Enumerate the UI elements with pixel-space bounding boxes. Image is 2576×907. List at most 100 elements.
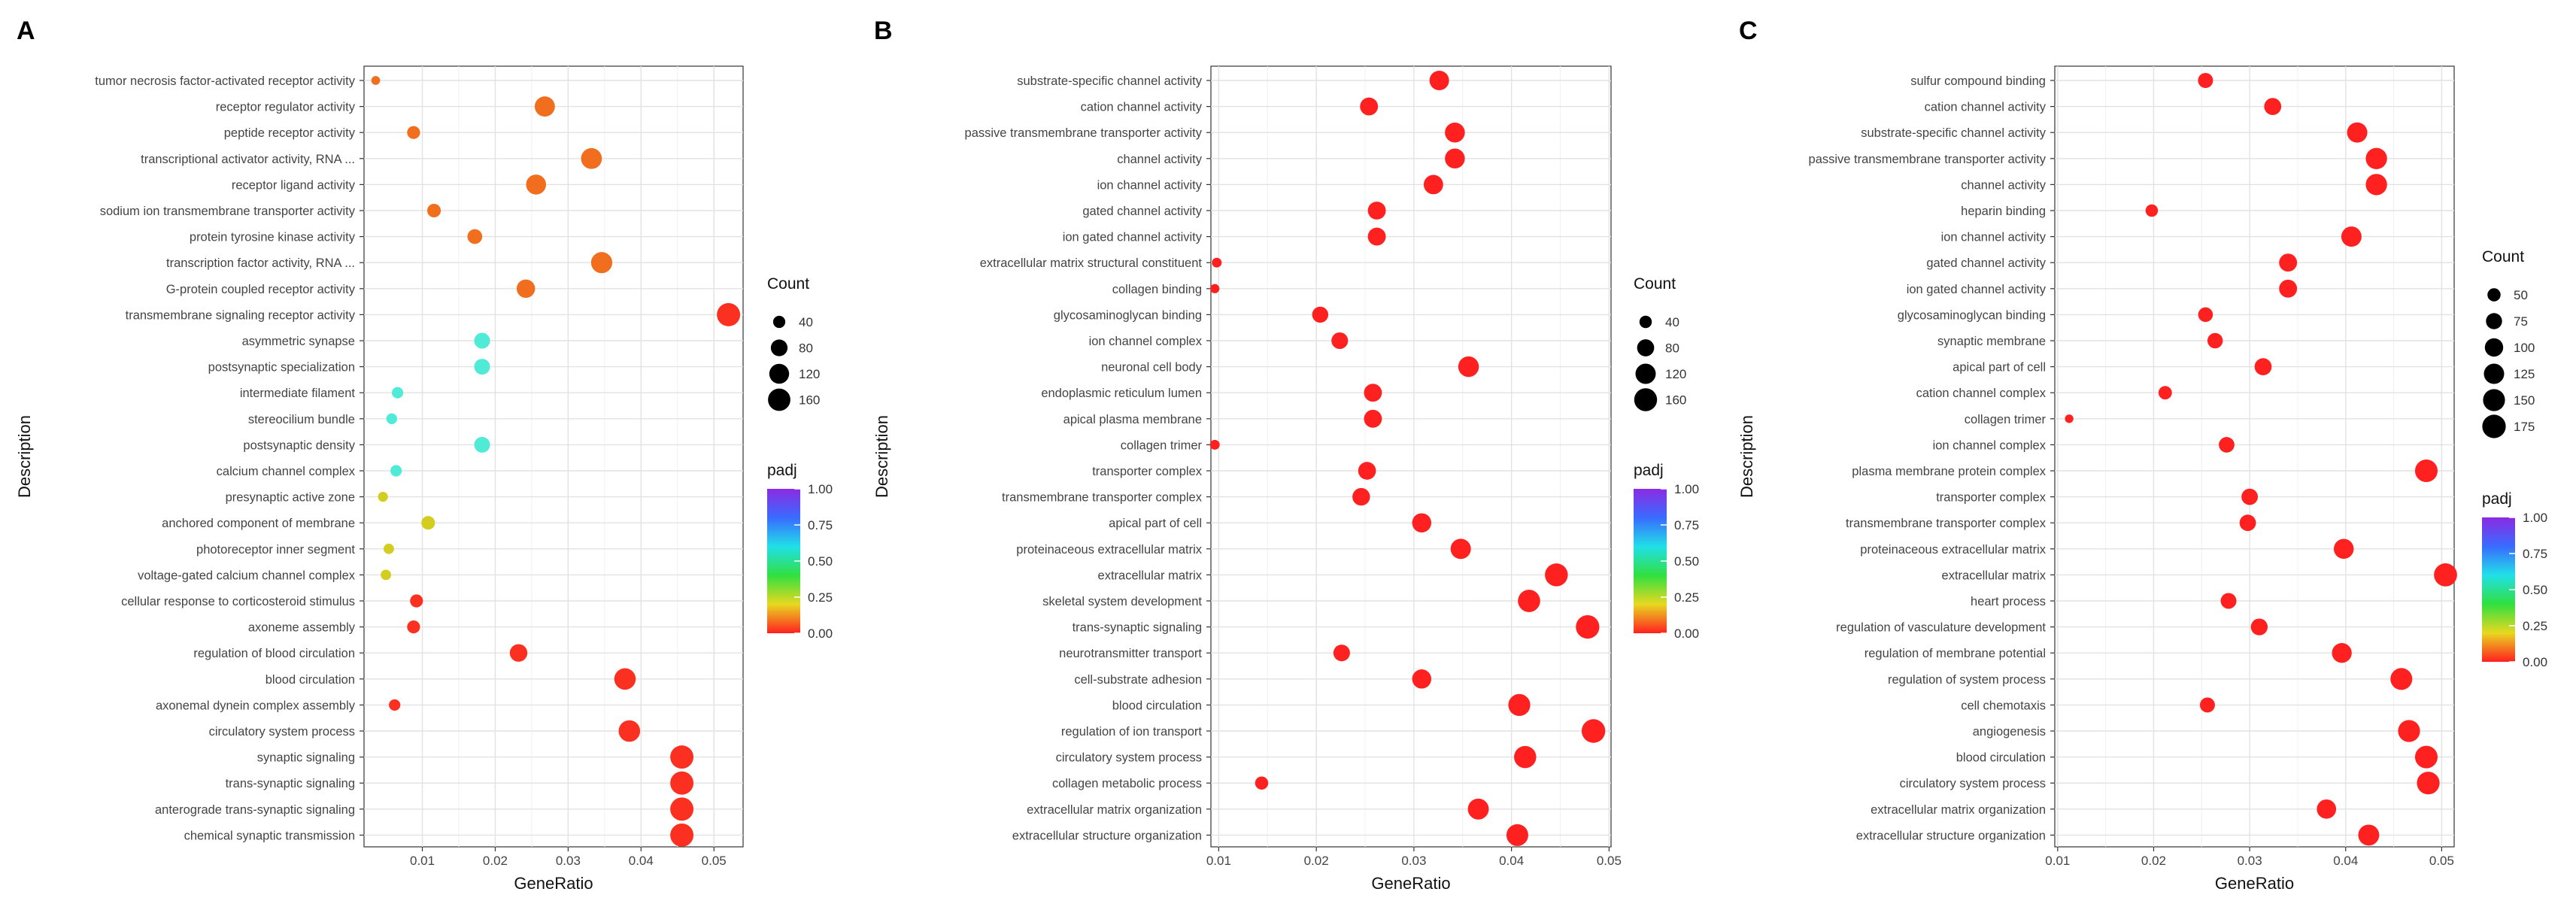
color-legend-label: 0.75: [1674, 518, 1699, 532]
y-tick-label: transmembrane signaling receptor activit…: [126, 308, 356, 322]
y-tick-label: heart process: [1971, 595, 2046, 608]
y-tick-label: synaptic membrane: [1937, 335, 2046, 348]
size-legend-key: [2486, 313, 2502, 329]
data-point: [526, 174, 547, 195]
data-point: [474, 359, 490, 375]
y-tick-label: blood circulation: [1112, 699, 1202, 712]
data-point: [1576, 614, 1600, 639]
data-point: [1514, 745, 1537, 769]
y-tick-label: extracellular structure organization: [1012, 829, 1202, 842]
y-tick-label: ion channel complex: [1933, 438, 2047, 452]
y-tick-label: channel activity: [1117, 153, 1203, 166]
data-point: [2365, 147, 2387, 169]
data-point: [614, 668, 636, 690]
y-tick-label: sulfur compound binding: [1910, 74, 2046, 88]
y-tick-label: apical part of cell: [1952, 361, 2046, 375]
y-tick-label: regulation of system process: [1888, 673, 2046, 687]
y-tick-label: tumor necrosis factor-activated receptor…: [95, 74, 355, 88]
size-legend-label: 150: [2514, 393, 2535, 408]
panel-b: B 0.01 0.02 0.03 0.04 0.05 substrate-specific …: [872, 17, 1699, 893]
color-legend-title: padj: [767, 462, 797, 479]
size-legend-label: 175: [2514, 420, 2535, 434]
y-tick-label: transporter complex: [1936, 491, 2047, 505]
y-tick-label: G-protein coupled receptor activity: [166, 283, 356, 296]
data-point: [381, 569, 391, 581]
data-point: [1518, 590, 1540, 612]
data-point: [2220, 593, 2237, 609]
size-legend-label: 40: [1665, 315, 1679, 329]
size-legend-label: 160: [799, 393, 820, 408]
data-point: [1423, 174, 1443, 195]
y-tick-label: presynaptic active zone: [226, 491, 355, 505]
color-legend-label: 1.00: [808, 482, 833, 496]
y-tick-label: passive transmembrane transporter activi…: [1809, 153, 2047, 166]
y-axis-title: Description: [15, 415, 34, 498]
data-point: [2239, 514, 2256, 532]
data-point: [2199, 697, 2215, 713]
color-legend-label: 1.00: [1674, 482, 1699, 496]
data-point: [670, 797, 694, 821]
y-tick-label: proteinaceous extracellular matrix: [1016, 543, 1202, 557]
size-legend-key: [2487, 288, 2501, 302]
y-tick-label: trans-synaptic signaling: [226, 777, 355, 790]
size-legend-key: [768, 388, 790, 411]
data-point: [2264, 98, 2282, 115]
size-legend-key: [1639, 315, 1652, 329]
y-tick-label: receptor regulator activity: [216, 101, 356, 114]
data-point: [2207, 332, 2223, 349]
y-tick-label: anchored component of membrane: [162, 517, 355, 530]
data-point: [534, 96, 555, 117]
data-point: [2198, 73, 2213, 88]
size-legend-label: 75: [2514, 314, 2528, 329]
size-legend-key: [1634, 388, 1658, 411]
y-tick-label: regulation of ion transport: [1061, 725, 1203, 739]
data-point: [1333, 645, 1350, 662]
data-point: [1364, 409, 1382, 428]
x-axis-title: GeneRatio: [1371, 874, 1450, 893]
size-legend-key: [2483, 389, 2505, 411]
data-point: [1581, 719, 1606, 743]
size-legend-label: 100: [2514, 341, 2535, 355]
panel-c: C 0.01 0.02 0.03 0.04 0.05 sulfur compound bin…: [1737, 17, 2547, 893]
y-tick-label: cation channel activity: [1081, 101, 1203, 114]
data-point: [2333, 538, 2354, 560]
data-point: [2347, 122, 2368, 143]
y-tick-label: transcription factor activity, RNA ...: [166, 256, 355, 270]
size-legend-label: 80: [1665, 341, 1679, 356]
size-legend-title: Count: [767, 275, 809, 293]
color-legend-label: 0.25: [2523, 619, 2547, 633]
y-tick-label: protein tyrosine kinase activity: [190, 231, 356, 244]
color-legend-label: 0.75: [808, 518, 833, 532]
x-tick-label: 0.05: [702, 854, 727, 868]
data-point: [670, 745, 694, 769]
y-tick-label: gated channel activity: [1926, 256, 2046, 270]
color-legend-label: 0.25: [808, 590, 833, 605]
x-tick-label: 0.05: [2429, 854, 2454, 868]
y-tick-label: extracellular matrix organization: [1871, 803, 2046, 817]
size-legend-label: 40: [799, 315, 813, 329]
data-point: [1331, 332, 1349, 350]
y-tick-label: neuronal cell body: [1101, 361, 1203, 375]
plot-area: [363, 65, 744, 848]
data-point: [1312, 306, 1329, 323]
y-tick-label: cellular response to corticosteroid stim…: [121, 595, 355, 608]
x-tick-label: 0.03: [556, 854, 581, 868]
data-point: [389, 699, 401, 711]
size-legend-label: 125: [2514, 367, 2535, 381]
data-point: [2158, 386, 2172, 400]
panel-label: B: [874, 17, 893, 45]
data-point: [1367, 202, 1386, 220]
y-tick-label: angiogenesis: [1973, 725, 2046, 739]
size-legend-key: [2482, 414, 2506, 438]
y-tick-label: peptide receptor activity: [224, 126, 356, 140]
y-tick-label: apical plasma membrane: [1063, 413, 1202, 426]
data-point: [2398, 720, 2420, 742]
y-tick-label: circulatory system process: [209, 725, 355, 739]
size-legend-label: 50: [2514, 288, 2528, 302]
data-point: [2279, 253, 2298, 272]
y-tick-label: chemical synaptic transmission: [184, 829, 355, 842]
panel-label: A: [17, 17, 35, 45]
data-point: [1508, 693, 1531, 717]
x-axis-title: GeneRatio: [2215, 874, 2294, 893]
